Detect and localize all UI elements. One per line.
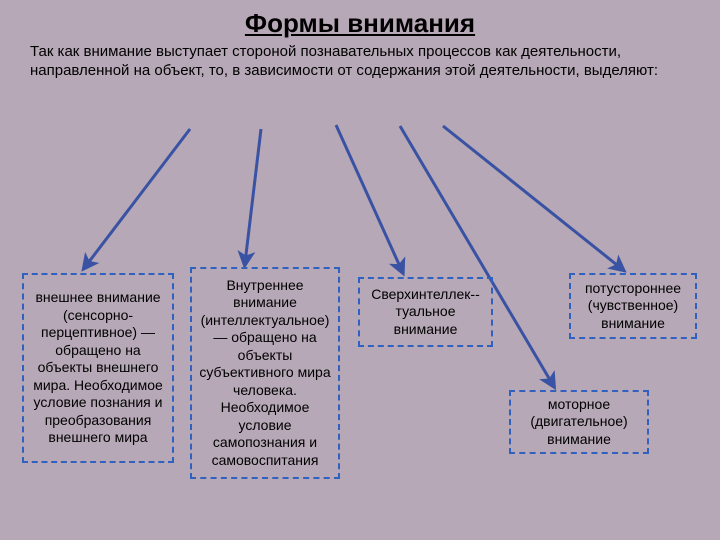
box-external: внешнее внимание (сенсорно-перцептивное)…: [22, 273, 174, 463]
box-internal: Внутреннее внимание (интеллектуальное) —…: [190, 267, 340, 479]
boxes-layer: внешнее внимание (сенсорно-перцептивное)…: [0, 0, 720, 540]
box-motor: моторное (двигательное) внимание: [509, 390, 649, 454]
box-superintellect: Сверхинтеллек--туальное внимание: [358, 277, 493, 347]
box-other: потустороннее (чувственное) внимание: [569, 273, 697, 339]
